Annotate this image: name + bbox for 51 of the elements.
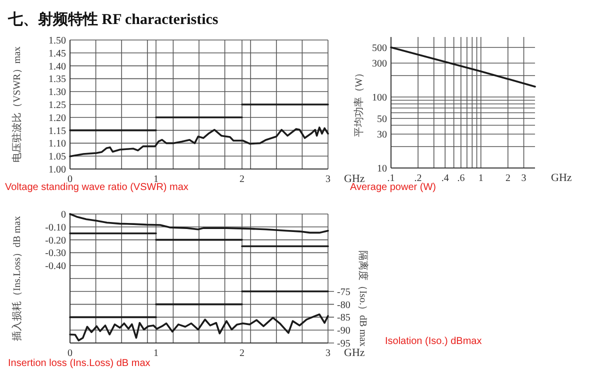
text: Average power (W) xyxy=(350,182,436,193)
y-tick-label: 1.05 xyxy=(48,152,66,163)
y2-axis-title: 隔离度（Iso.）dB max xyxy=(357,250,369,347)
x-tick-label: 2 xyxy=(240,348,244,359)
x-tick-label: 1 xyxy=(478,173,484,184)
y-axis-title: 插入损耗（Ins.Loss）dB max xyxy=(11,216,23,341)
y-tick-label: 100 xyxy=(372,92,387,104)
y-axis-title: 电压驻波比（VSWR）max xyxy=(11,46,23,163)
y-tick-label: 300 xyxy=(372,58,387,70)
y-tick-label: 1.40 xyxy=(48,61,66,72)
y-tick-label: 0 xyxy=(61,210,66,220)
x-axis-title: GHz xyxy=(344,347,365,359)
y2-tick-label: -80 xyxy=(337,300,350,311)
y-tick-label: 1.20 xyxy=(48,112,66,124)
x-tick-label: 2 xyxy=(240,174,244,185)
text: Insertion loss (Ins.Loss) dB max xyxy=(8,358,150,369)
y-tick-label: 1.15 xyxy=(48,126,66,137)
x-tick-label: 3 xyxy=(521,173,526,184)
y2-tick-label: -90 xyxy=(337,326,350,337)
y-tick-label: 1.45 xyxy=(48,48,66,60)
y2-tick-label: -95 xyxy=(337,338,350,350)
y-tick-label: 30 xyxy=(377,130,387,141)
line-series xyxy=(69,126,329,158)
y-tick-label: 500 xyxy=(372,42,387,54)
x-tick-label: 2 xyxy=(505,173,510,184)
text: Isolation (Iso.) dBmax xyxy=(385,336,482,347)
y-tick-label: 1.50 xyxy=(48,36,66,46)
y-tick-label: -0.40 xyxy=(45,261,66,272)
y-tick-label: 1.25 xyxy=(48,100,66,111)
x-tick-label: 1 xyxy=(154,348,158,359)
x-tick-label: .2 xyxy=(414,173,422,184)
x-tick-label: 3 xyxy=(326,174,330,185)
y-tick-label: -0.20 xyxy=(45,235,66,246)
x-tick-label: .6 xyxy=(457,173,465,184)
chart-title: 七、射频特性 RF characteristics xyxy=(7,11,218,28)
y-tick-label: 1.35 xyxy=(48,74,66,86)
x-tick-label: 3 xyxy=(326,348,330,359)
y-tick-label: -0.30 xyxy=(45,248,66,260)
y-tick-label: 10 xyxy=(377,164,387,174)
x-axis-title: GHz xyxy=(551,172,572,184)
y-axis-title: 平均功率（W） xyxy=(353,68,365,138)
y-tick-label: -0.10 xyxy=(45,222,66,234)
text: Voltage standing wave ratio (VSWR) max xyxy=(5,182,188,193)
y2-tick-label: -85 xyxy=(337,312,350,324)
y-tick-label: 1.00 xyxy=(48,164,66,176)
x-tick-label: .1 xyxy=(387,173,395,184)
y-tick-label: 1.10 xyxy=(48,138,66,150)
y-tick-label: 50 xyxy=(377,114,387,125)
x-tick-label: .4 xyxy=(441,173,449,184)
y-tick-label: 1.30 xyxy=(48,87,66,98)
y2-tick-label: -75 xyxy=(337,286,350,298)
